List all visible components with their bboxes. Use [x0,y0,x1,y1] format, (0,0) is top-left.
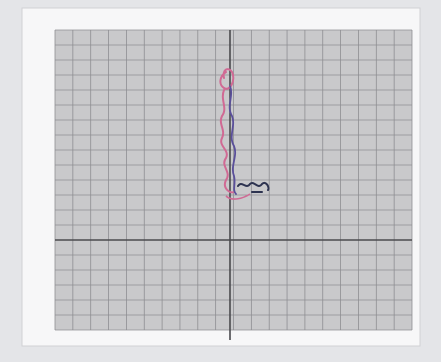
page: (() => { JSON.parse(document.getElementB… [0,0,441,362]
photo [0,0,441,362]
